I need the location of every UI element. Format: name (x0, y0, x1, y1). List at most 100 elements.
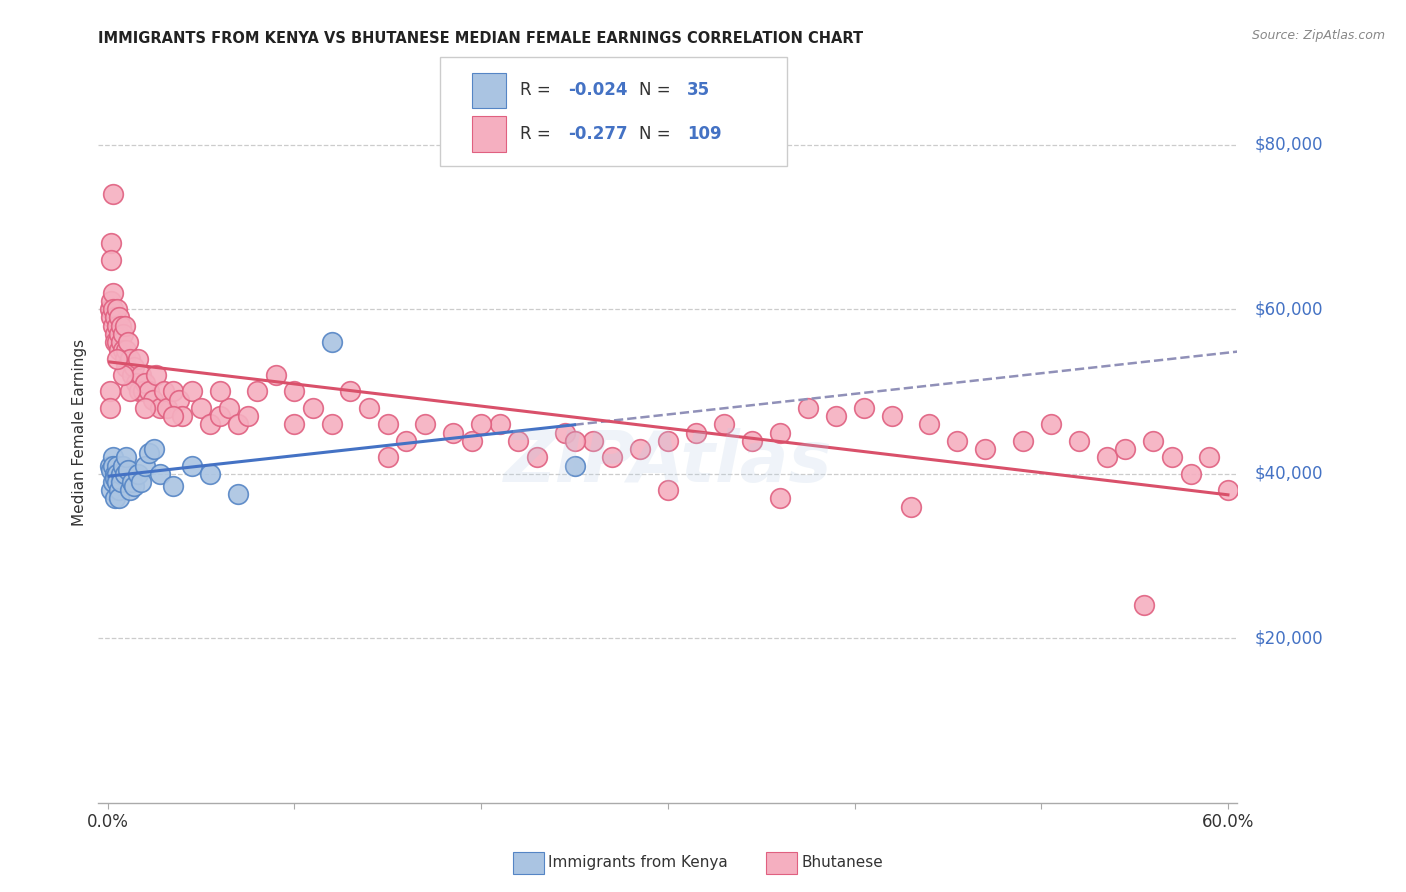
Point (122, 359, 145, 374)
Point (149, 401, 172, 415)
Point (98, 302, 121, 317)
Point (100, 252, 122, 267)
Point (152, 384, 174, 399)
Point (134, 376, 156, 391)
Point (900, 500, 922, 514)
Point (104, 326, 127, 341)
Point (125, 376, 148, 391)
Point (769, 425, 792, 440)
Point (600, 450, 623, 465)
Point (120, 384, 142, 399)
Point (1039, 417, 1062, 432)
Point (880, 409, 903, 424)
Point (741, 434, 763, 448)
Point (1095, 450, 1118, 465)
Point (657, 434, 679, 448)
Point (134, 458, 156, 473)
Text: $40,000: $40,000 (1254, 465, 1323, 483)
Point (769, 491, 792, 506)
Point (825, 409, 848, 424)
Point (104, 491, 127, 506)
Text: N =: N = (640, 125, 676, 143)
Point (162, 409, 184, 424)
Point (108, 491, 131, 506)
Text: Bhutanese: Bhutanese (801, 855, 883, 870)
Point (488, 417, 510, 432)
Point (156, 401, 179, 415)
Point (208, 409, 231, 424)
Text: $80,000: $80,000 (1254, 136, 1323, 153)
Point (1161, 450, 1184, 465)
Point (98, 384, 121, 399)
Point (100, 310, 122, 325)
Point (162, 479, 184, 493)
Point (105, 302, 128, 317)
Point (110, 467, 132, 481)
Text: -0.277: -0.277 (568, 125, 627, 143)
Point (114, 318, 136, 333)
Point (554, 425, 576, 440)
Point (508, 434, 530, 448)
Point (110, 475, 132, 489)
Point (172, 409, 194, 424)
Point (1198, 450, 1220, 465)
Point (283, 417, 305, 432)
Point (108, 310, 131, 325)
Point (138, 384, 160, 399)
Point (180, 458, 202, 473)
Point (264, 368, 287, 382)
Point (103, 458, 125, 473)
Point (628, 442, 651, 456)
Text: Source: ZipAtlas.com: Source: ZipAtlas.com (1251, 29, 1385, 42)
Point (131, 475, 153, 489)
Point (108, 483, 131, 498)
Point (114, 351, 136, 366)
Point (134, 401, 156, 415)
Point (108, 326, 131, 341)
Point (200, 417, 222, 432)
Point (103, 187, 125, 202)
Point (121, 368, 143, 382)
Point (797, 401, 820, 415)
Y-axis label: Median Female Earnings: Median Female Earnings (72, 339, 87, 526)
Point (339, 384, 361, 399)
Text: 35: 35 (688, 81, 710, 99)
Point (180, 384, 202, 399)
Point (413, 417, 436, 432)
Point (377, 417, 399, 432)
Point (103, 475, 125, 489)
Point (103, 285, 125, 300)
Point (132, 384, 155, 399)
Point (461, 434, 484, 448)
Point (145, 368, 167, 382)
Point (564, 434, 586, 448)
Point (120, 351, 142, 366)
Point (114, 467, 136, 481)
Point (946, 434, 969, 448)
Point (98, 401, 121, 415)
Point (526, 450, 548, 465)
Text: $60,000: $60,000 (1254, 301, 1323, 318)
Point (395, 434, 418, 448)
Point (228, 487, 250, 501)
Text: Immigrants from Kenya: Immigrants from Kenya (548, 855, 728, 870)
Point (127, 467, 149, 481)
Point (115, 359, 138, 374)
Text: $20,000: $20,000 (1254, 629, 1323, 648)
Text: R =: R = (520, 125, 555, 143)
Point (974, 442, 997, 456)
Point (713, 417, 735, 432)
Point (1114, 442, 1136, 456)
Point (321, 417, 343, 432)
Point (321, 335, 343, 350)
Point (104, 467, 127, 481)
Point (359, 401, 381, 415)
Point (111, 326, 134, 341)
FancyBboxPatch shape (472, 72, 506, 108)
Text: 109: 109 (688, 125, 721, 143)
Point (441, 425, 464, 440)
Point (138, 446, 160, 460)
Text: ZIPAtlas: ZIPAtlas (503, 428, 832, 497)
Point (105, 351, 128, 366)
Point (105, 467, 128, 481)
